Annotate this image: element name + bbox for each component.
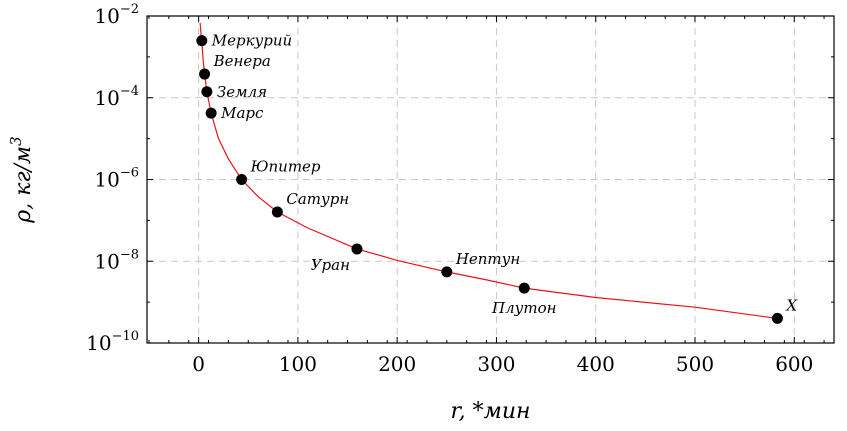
- data-point: [199, 68, 211, 80]
- data-point: [441, 266, 453, 278]
- y-tick-exponent: −6: [120, 166, 139, 181]
- y-tick-exponent: −2: [120, 2, 139, 17]
- point-label: Земля: [217, 83, 267, 101]
- y-tick-exponent: −10: [112, 329, 139, 344]
- x-axis-ticks: 0 100 200 300 400 500 600: [148, 16, 825, 376]
- point-label: X: [785, 296, 798, 314]
- y-tick-base: 10: [94, 4, 119, 28]
- y-tick-base: 10: [94, 86, 119, 110]
- y-axis-ticks: 10−210−410−610−810−10: [86, 2, 834, 355]
- point-label: Уран: [311, 256, 350, 274]
- x-axis-label: r, *мин: [451, 399, 531, 424]
- fit-curve: [199, 22, 778, 319]
- point-label: Венера: [213, 52, 271, 70]
- data-point: [771, 312, 783, 324]
- y-tick-label: 10−6: [94, 166, 139, 192]
- x-tick-label: 0: [192, 352, 205, 376]
- x-tick-label: 400: [577, 352, 615, 376]
- x-tick-label: 300: [477, 352, 515, 376]
- x-tick-label: 200: [378, 352, 416, 376]
- x-tick-label: 100: [279, 352, 317, 376]
- point-label: Марс: [220, 104, 264, 122]
- x-tick-label: 600: [775, 352, 813, 376]
- point-label: Меркурий: [211, 32, 292, 50]
- data-points: [196, 35, 783, 324]
- y-tick-exponent: −8: [120, 247, 139, 262]
- data-point: [236, 174, 248, 185]
- y-tick-label: 10−4: [94, 84, 139, 110]
- point-labels: Меркурий Венера Земля Марс Юпитер Сатурн Уран Н…: [211, 32, 799, 318]
- y-axis-label: ρ, кг/м3: [7, 136, 36, 223]
- y-tick-base: 10: [94, 168, 119, 192]
- y-tick-base: 10: [94, 249, 119, 273]
- x-tick-label: 500: [676, 352, 714, 376]
- y-tick-exponent: −4: [120, 84, 139, 99]
- y-tick-label: 10−10: [86, 329, 139, 355]
- data-point: [351, 243, 363, 255]
- data-point: [518, 282, 530, 294]
- y-tick-label: 10−2: [94, 2, 139, 28]
- data-point: [205, 107, 217, 119]
- point-label: Сатурн: [286, 190, 349, 208]
- data-point: [196, 35, 208, 47]
- point-label: Плутон: [491, 299, 556, 317]
- y-tick-base: 10: [86, 331, 111, 355]
- y-axis-label-main: ρ, кг/м: [11, 146, 36, 224]
- y-axis-label-exponent: 3: [7, 136, 25, 146]
- data-point: [201, 86, 213, 98]
- data-point: [271, 206, 283, 218]
- y-tick-label: 10−8: [94, 247, 139, 273]
- point-label: Юпитер: [250, 158, 321, 176]
- point-label: Нептун: [455, 250, 520, 268]
